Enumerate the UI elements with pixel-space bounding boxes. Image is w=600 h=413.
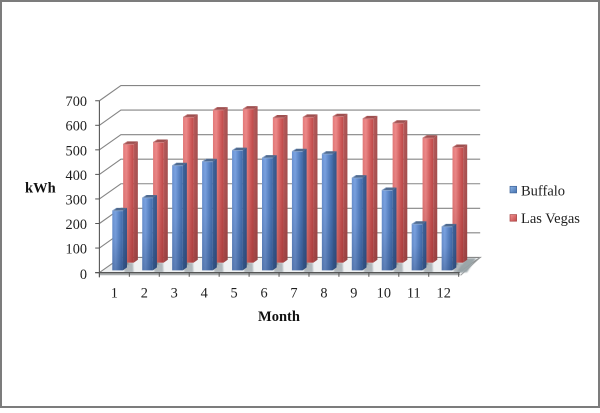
svg-text:11: 11 [407, 286, 421, 302]
svg-text:5: 5 [231, 286, 238, 302]
svg-text:Buffalo: Buffalo [521, 183, 565, 199]
svg-text:700: 700 [66, 94, 87, 110]
svg-text:1: 1 [111, 286, 118, 302]
svg-text:500: 500 [66, 143, 87, 159]
svg-text:2: 2 [141, 286, 148, 302]
svg-text:Las Vegas: Las Vegas [521, 211, 580, 227]
svg-text:6: 6 [260, 286, 267, 302]
svg-text:4: 4 [201, 286, 208, 302]
svg-text:kWh: kWh [25, 180, 56, 196]
svg-text:8: 8 [320, 286, 327, 302]
svg-text:600: 600 [66, 119, 87, 135]
svg-text:3: 3 [171, 286, 178, 302]
svg-text:200: 200 [66, 217, 87, 233]
svg-text:Month: Month [258, 309, 300, 325]
svg-text:0: 0 [80, 267, 87, 283]
svg-text:7: 7 [290, 286, 297, 302]
svg-text:9: 9 [350, 286, 357, 302]
svg-text:12: 12 [437, 286, 451, 302]
svg-text:400: 400 [66, 168, 87, 184]
svg-text:300: 300 [66, 192, 87, 208]
svg-text:10: 10 [377, 286, 391, 302]
svg-text:100: 100 [66, 241, 87, 257]
